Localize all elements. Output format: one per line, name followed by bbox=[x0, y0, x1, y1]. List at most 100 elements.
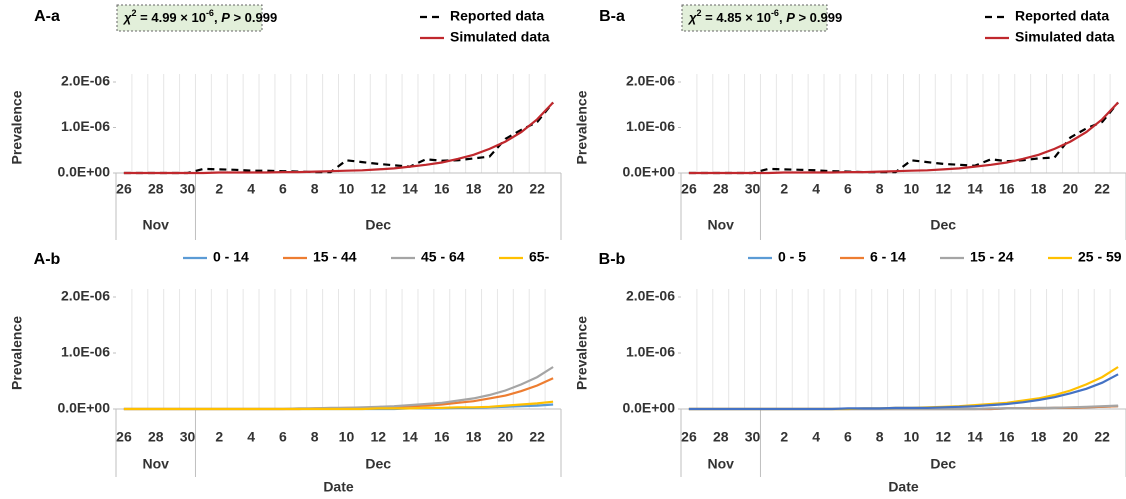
series-line bbox=[688, 101, 1119, 175]
annotation-part: χ bbox=[687, 10, 697, 25]
x-tick-label: 6 bbox=[279, 429, 287, 445]
x-tick-label: 16 bbox=[999, 181, 1015, 197]
x-tick-label: 22 bbox=[1094, 181, 1110, 197]
x-tick-label: 20 bbox=[498, 429, 514, 445]
x-tick-label: 10 bbox=[904, 181, 920, 197]
x-tick-label: 10 bbox=[339, 181, 355, 197]
annotation: χ2 = 4.85 × 10-6, P > 0.999 bbox=[687, 8, 842, 25]
x-tick-label: 26 bbox=[681, 429, 697, 445]
x-axis-label: Date bbox=[888, 479, 919, 495]
x-tick-label: 10 bbox=[339, 429, 355, 445]
x-tick-label: 16 bbox=[434, 429, 450, 445]
x-tick-label: 6 bbox=[844, 429, 852, 445]
annotation-box bbox=[681, 4, 828, 32]
x-tick-label: 28 bbox=[148, 181, 164, 197]
legend-label: 25 - 59 bbox=[1078, 249, 1122, 265]
x-tick-label: 8 bbox=[876, 429, 884, 445]
x-tick-label: 30 bbox=[745, 181, 761, 197]
x-group-label: Dec bbox=[930, 456, 956, 472]
x-tick-label: 2 bbox=[215, 181, 223, 197]
y-tick-label: 1.0E-06 bbox=[626, 344, 675, 360]
x-tick-label: 26 bbox=[681, 181, 697, 197]
x-group-label: Nov bbox=[143, 217, 170, 233]
series-line bbox=[123, 101, 554, 175]
panel-title: A-b bbox=[34, 251, 61, 268]
x-tick-label: 6 bbox=[279, 181, 287, 197]
x-tick-label: 8 bbox=[311, 429, 319, 445]
x-tick-label: 16 bbox=[434, 181, 450, 197]
x-group-label: Dec bbox=[365, 456, 391, 472]
series-line bbox=[123, 101, 554, 175]
x-tick-label: 14 bbox=[402, 429, 418, 445]
x-tick-label: 30 bbox=[745, 429, 761, 445]
x-tick-label: 12 bbox=[370, 429, 386, 445]
x-tick-label: 4 bbox=[812, 181, 820, 197]
annotation-part: P bbox=[221, 10, 230, 25]
x-tick-label: 2 bbox=[215, 429, 223, 445]
series-line bbox=[123, 400, 554, 411]
x-tick-label: 14 bbox=[402, 181, 418, 197]
y-tick-label: 1.0E-06 bbox=[61, 118, 110, 134]
y-tick-label: 1.0E-06 bbox=[61, 344, 110, 360]
y-tick-label: 0.0E+00 bbox=[57, 164, 110, 180]
panel-title: B-a bbox=[599, 8, 625, 25]
y-axis-label: Prevalence bbox=[9, 90, 25, 164]
x-group-label: Nov bbox=[143, 456, 170, 472]
annotation-part: P bbox=[786, 10, 795, 25]
x-tick-label: 18 bbox=[466, 181, 482, 197]
annotation: χ2 = 4.99 × 10-6, P > 0.999 bbox=[122, 8, 277, 25]
x-tick-label: 22 bbox=[529, 429, 545, 445]
legend-label: 15 - 44 bbox=[313, 249, 357, 265]
x-tick-label: 12 bbox=[935, 429, 951, 445]
x-tick-label: 12 bbox=[935, 181, 951, 197]
annotation-part: = 4.99 × 10 bbox=[137, 10, 206, 25]
x-tick-label: 20 bbox=[1063, 429, 1079, 445]
legend-label: 65- bbox=[529, 249, 550, 265]
x-tick-label: 6 bbox=[844, 181, 852, 197]
x-group-label: Dec bbox=[930, 217, 956, 233]
x-tick-label: 26 bbox=[116, 429, 132, 445]
legend-label: 0 - 14 bbox=[213, 249, 249, 265]
x-group-label: Nov bbox=[708, 217, 735, 233]
legend-label: 6 - 14 bbox=[870, 249, 906, 265]
annotation-part: , bbox=[214, 10, 221, 25]
series-line bbox=[688, 373, 1119, 411]
x-tick-label: 18 bbox=[1031, 181, 1047, 197]
x-tick-label: 2 bbox=[780, 181, 788, 197]
y-tick-label: 0.0E+00 bbox=[622, 164, 675, 180]
x-tick-label: 22 bbox=[529, 181, 545, 197]
y-axis-label: Prevalence bbox=[574, 316, 590, 390]
x-tick-label: 14 bbox=[967, 181, 983, 197]
y-tick-label: 2.0E-06 bbox=[626, 73, 675, 89]
x-tick-label: 28 bbox=[148, 429, 164, 445]
y-tick-label: 2.0E-06 bbox=[626, 288, 675, 304]
annotation-part: 2 bbox=[697, 8, 702, 18]
x-tick-label: 30 bbox=[180, 181, 196, 197]
annotation-part: -6 bbox=[206, 8, 214, 18]
x-tick-label: 14 bbox=[967, 429, 983, 445]
y-tick-label: 0.0E+00 bbox=[622, 400, 675, 416]
x-group-label: Dec bbox=[365, 217, 391, 233]
y-axis-label: Prevalence bbox=[574, 90, 590, 164]
x-tick-label: 16 bbox=[999, 429, 1015, 445]
x-tick-label: 18 bbox=[1031, 429, 1047, 445]
x-tick-label: 2 bbox=[780, 429, 788, 445]
x-tick-label: 20 bbox=[498, 181, 514, 197]
legend-label: Simulated data bbox=[1015, 29, 1115, 45]
x-tick-label: 10 bbox=[904, 429, 920, 445]
annotation-part: 2 bbox=[132, 8, 137, 18]
annotation-part: > 0.999 bbox=[230, 10, 277, 25]
x-tick-label: 30 bbox=[180, 429, 196, 445]
panel-title: B-b bbox=[599, 251, 626, 268]
legend-label: 15 - 24 bbox=[970, 249, 1014, 265]
legend-label: Simulated data bbox=[450, 29, 550, 45]
legend-label: 0 - 5 bbox=[778, 249, 806, 265]
y-tick-label: 2.0E-06 bbox=[61, 288, 110, 304]
x-tick-label: 12 bbox=[370, 181, 386, 197]
y-tick-label: 1.0E-06 bbox=[626, 118, 675, 134]
x-tick-label: 20 bbox=[1063, 181, 1079, 197]
x-tick-label: 4 bbox=[247, 429, 255, 445]
x-tick-label: 4 bbox=[812, 429, 820, 445]
annotation-part: , bbox=[779, 10, 786, 25]
